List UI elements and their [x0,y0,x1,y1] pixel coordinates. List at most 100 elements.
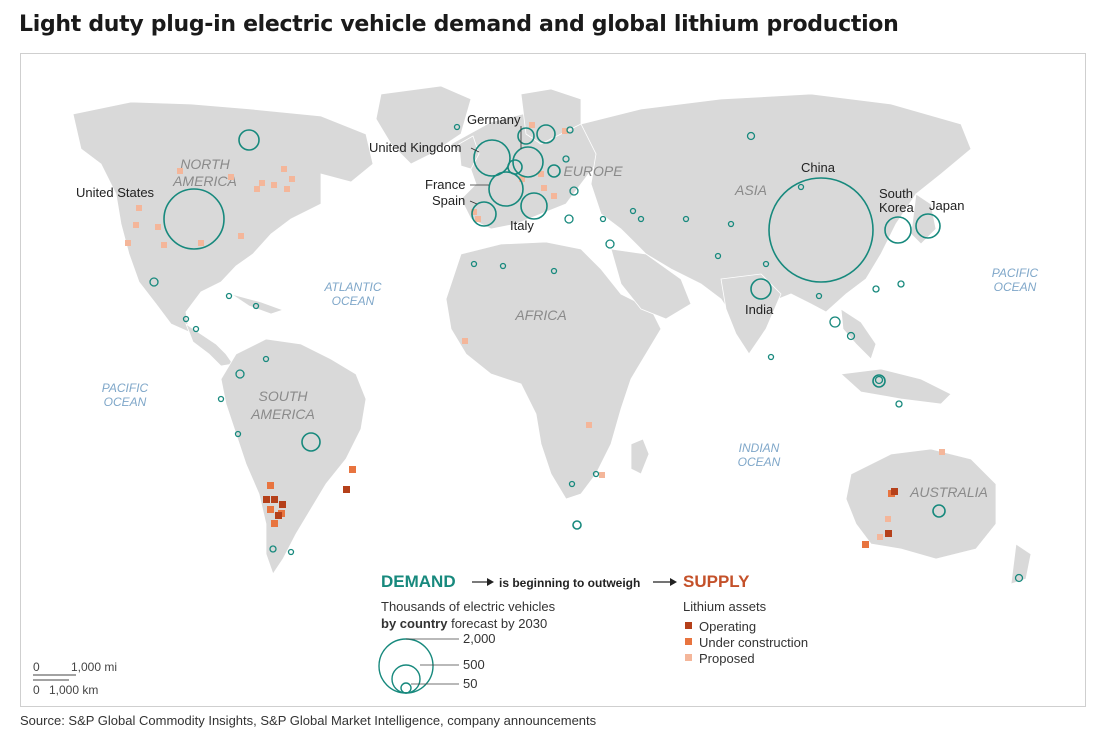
country-label-germany: Germany [467,112,521,127]
proposed-asset-marker [885,516,891,522]
legend-demand-title: DEMAND [381,572,456,591]
legend-supply-subtitle: Lithium assets [683,599,767,614]
country-label-korea: Korea [879,200,914,215]
proposed-asset-marker [541,185,547,191]
demand-dot [874,375,884,385]
demand-circle-japan [915,213,941,239]
demand-dot [564,214,574,224]
demand-dot [1014,573,1024,583]
demand-dot [797,183,805,191]
proposed-asset-marker [238,233,244,239]
scale-bar: 0 1,000 mi 0 1,000 km [33,660,117,697]
demand-dot [550,267,558,275]
country-label-italy: Italy [510,218,534,233]
demand-circle-united-kingdom [473,139,511,177]
proposed-asset-marker [136,205,142,211]
demand-dot [762,260,770,268]
region-labels: NORTH AMERICA SOUTH AMERICA EUROPE AFRIC… [172,156,988,500]
land-indonesia [840,368,952,405]
demand-dot [599,215,607,223]
under-construction-asset-marker [862,541,869,548]
region-label: NORTH [180,156,230,172]
demand-circle-canada [238,129,260,151]
demand-dot [637,215,645,223]
proposed-asset-marker [519,176,525,182]
proposed-asset-marker [562,128,568,134]
proposed-asset-marker [284,186,290,192]
demand-dot [470,260,478,268]
proposed-asset-marker [271,182,277,188]
operating-asset-marker [275,512,282,519]
operating-asset-marker [885,530,892,537]
proposed-asset-marker [471,209,477,215]
operating-asset-marker [279,501,286,508]
region-label: AUSTRALIA [909,484,988,500]
proposed-asset-marker [599,472,605,478]
under-construction-asset-marker [267,506,274,513]
land-asia [580,93,972,335]
map-frame: PACIFIC OCEAN ATLANTIC OCEAN PACIFIC OCE… [20,53,1086,707]
proposed-asset-marker [155,224,161,230]
proposed-asset-marker [198,240,204,246]
operating-asset-marker [343,486,350,493]
legend-forecast: forecast by 2030 [447,616,547,631]
land-north-america [72,101,374,333]
country-label-france: France [425,177,465,192]
ocean-label: INDIAN [739,441,780,455]
legend-size-label: 2,000 [463,631,496,646]
proposed-asset-marker [289,176,295,182]
country-label-united-kingdom: United Kingdom [369,140,462,155]
ocean-label: OCEAN [994,280,1037,294]
demand-circle-germany [512,146,544,178]
legend-arrow-head [670,578,677,586]
legend-operating-label: Operating [699,619,756,634]
demand-dot [727,220,735,228]
proposed-asset-marker [133,222,139,228]
demand-dot [235,369,245,379]
ocean-labels: PACIFIC OCEAN ATLANTIC OCEAN PACIFIC OCE… [102,266,1039,469]
demand-dot [453,123,461,131]
demand-circle-australia [932,504,946,518]
region-label: SOUTH [259,388,309,404]
demand-dot [829,316,841,328]
ocean-label: PACIFIC [102,381,149,395]
proposed-asset-marker [281,166,287,172]
proposed-asset-marker [538,171,544,177]
country-label-india: India [745,302,774,317]
country-label-spain: Spain [432,193,465,208]
demand-dot [629,207,637,215]
legend-size-label: 50 [463,676,477,691]
proposed-asset-marker [475,216,481,222]
legend-by-country: by country [381,616,448,631]
proposed-asset-marker [551,193,557,199]
legend-proposed-swatch [685,654,692,661]
demand-dot [682,215,690,223]
legend-arrow-head [487,578,494,586]
demand-dot [714,252,722,260]
ocean-label: OCEAN [332,294,375,308]
proposed-asset-marker [939,449,945,455]
region-label: AMERICA [250,406,315,422]
leader-line [470,147,480,153]
demand-dot [872,285,880,293]
country-label-china: China [801,160,836,175]
proposed-asset-marker [254,186,260,192]
demand-dot [592,470,600,478]
demand-dot [287,548,295,556]
proposed-asset-marker [529,122,535,128]
demand-circle-norway [517,127,535,145]
operating-asset-marker [271,496,278,503]
legend-proposed-label: Proposed [699,651,755,666]
ocean-label: ATLANTIC [323,280,381,294]
legend-size-circle-small [400,682,412,694]
proposed-asset-marker [259,180,265,186]
country-labels: United States Germany United Kingdom Fra… [76,112,964,317]
legend-under-construction-label: Under construction [699,635,808,650]
land-new-zealand [1010,543,1032,585]
operating-asset-marker [263,496,270,503]
land-south-america [220,338,367,575]
under-construction-asset-marker [267,482,274,489]
proposed-asset-marker [586,422,592,428]
demand-circle-france [488,171,524,207]
demand-dot [895,400,903,408]
